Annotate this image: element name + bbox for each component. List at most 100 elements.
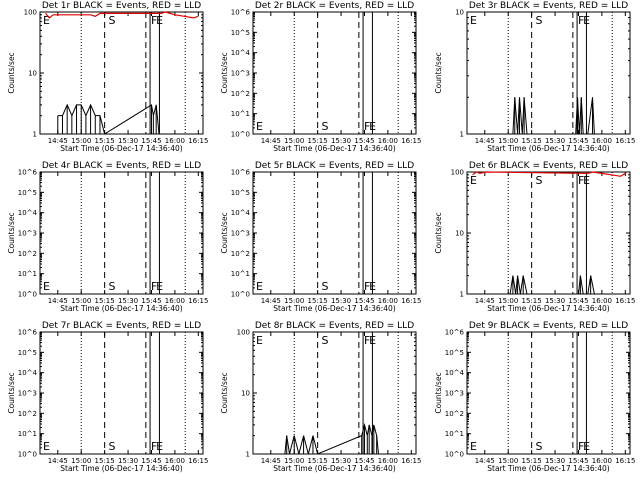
x-tick-label: 16:00 xyxy=(378,297,398,305)
x-tick-label: 14:45 xyxy=(48,297,68,305)
x-tick-label: 15:15 xyxy=(522,297,542,305)
chart-title: Det 6r BLACK = Events, RED = LLD xyxy=(469,161,628,171)
phase-marker: E xyxy=(43,440,50,453)
phase-marker: F xyxy=(364,334,370,347)
phase-marker: F xyxy=(578,14,584,27)
chart-title: Det 2r BLACK = Events, RED = LLD xyxy=(255,1,414,11)
y-tick-label: 10^4 xyxy=(18,369,38,377)
x-axis-label: Start Time (06-Dec-17 14:36:40) xyxy=(60,304,182,313)
phase-marker: S xyxy=(536,174,543,187)
x-tick-label: 15:00 xyxy=(71,137,91,145)
phase-marker: E xyxy=(369,120,376,133)
y-tick-label: 10^6 xyxy=(18,329,38,337)
phase-marker: S xyxy=(109,14,116,27)
x-tick-label: 15:00 xyxy=(71,297,91,305)
y-axis-label: Counts/sec xyxy=(434,372,443,413)
chart-panel-det6: Det 6r BLACK = Events, RED = LLD 1 10 100 Co… xyxy=(434,161,635,313)
x-tick-label: 14:45 xyxy=(48,137,68,145)
x-tick-label: 15:30 xyxy=(545,297,565,305)
x-tick-label: 15:30 xyxy=(118,137,138,145)
x-tick-label: 15:45 xyxy=(354,137,374,145)
x-tick-label: 15:00 xyxy=(284,137,304,145)
x-tick-label: 16:15 xyxy=(188,457,208,465)
x-axis-label: Start Time (06-Dec-17 14:36:40) xyxy=(487,304,609,313)
phase-marker: E xyxy=(156,440,163,453)
phase-marker: F xyxy=(578,440,584,453)
chart-title: Det 3r BLACK = Events, RED = LLD xyxy=(469,1,628,11)
x-tick-label: 15:45 xyxy=(568,137,588,145)
phase-marker: S xyxy=(322,120,329,133)
y-tick-label: 10^4 xyxy=(231,49,251,57)
phase-marker: F xyxy=(151,440,157,453)
chart-title: Det 4r BLACK = Events, RED = LLD xyxy=(42,161,201,171)
x-tick-label: 15:15 xyxy=(95,457,115,465)
y-tick-label: 10^1 xyxy=(18,270,37,278)
x-tick-label: 16:00 xyxy=(592,457,612,465)
chart-panel-det9: Det 9r BLACK = Events, RED = LLD 10^0 10^1… xyxy=(434,321,635,473)
x-tick-label: 15:45 xyxy=(354,297,374,305)
x-tick-label: 16:15 xyxy=(401,457,421,465)
y-tick-label: 10^0 xyxy=(445,451,464,459)
y-tick-label: 10^0 xyxy=(231,291,250,299)
y-tick-label: 10^6 xyxy=(18,169,38,177)
x-tick-label: 16:00 xyxy=(165,137,185,145)
plot-frame xyxy=(252,331,417,455)
phase-marker: E xyxy=(583,174,590,187)
phase-marker: F xyxy=(151,14,157,27)
y-tick-label: 10^5 xyxy=(231,29,250,37)
x-tick-label: 14:45 xyxy=(261,297,281,305)
y-tick-label: 10^5 xyxy=(18,349,37,357)
y-tick-label: 1 xyxy=(460,291,464,299)
x-tick-label: 16:15 xyxy=(401,297,421,305)
x-tick-label: 15:15 xyxy=(308,457,328,465)
chart-title: Det 1r BLACK = Events, RED = LLD xyxy=(42,1,201,11)
events-series-line xyxy=(509,275,595,295)
x-tick-label: 15:30 xyxy=(545,137,565,145)
y-axis-label: Counts/sec xyxy=(220,212,229,253)
x-tick-label: 16:15 xyxy=(188,297,208,305)
chart-panel-det3: Det 3r BLACK = Events, RED = LLD 1 10 Count… xyxy=(434,1,635,153)
y-tick-label: 10^1 xyxy=(18,430,37,438)
y-tick-label: 100 xyxy=(24,9,37,17)
phase-marker: E xyxy=(583,440,590,453)
x-axis-label: Start Time (06-Dec-17 14:36:40) xyxy=(487,464,609,473)
phase-marker: E xyxy=(156,14,163,27)
x-tick-label: 15:30 xyxy=(545,457,565,465)
y-tick-label: 10^4 xyxy=(18,209,38,217)
chart-panel-det8: Det 8r BLACK = Events, RED = LLD 1 10 100 Co… xyxy=(220,321,421,473)
x-tick-label: 15:45 xyxy=(568,457,588,465)
x-tick-label: 16:15 xyxy=(188,137,208,145)
y-tick-label: 10^3 xyxy=(231,70,250,78)
y-axis-label: Counts/sec xyxy=(434,212,443,253)
x-axis-label: Start Time (06-Dec-17 14:36:40) xyxy=(487,144,609,153)
phase-marker: S xyxy=(109,440,116,453)
x-tick-label: 14:45 xyxy=(475,137,495,145)
y-tick-label: 10^2 xyxy=(445,410,464,418)
x-tick-label: 16:15 xyxy=(615,137,635,145)
x-tick-label: 15:45 xyxy=(568,297,588,305)
phase-marker: E xyxy=(470,440,477,453)
y-tick-label: 10 xyxy=(241,390,250,398)
x-tick-label: 15:15 xyxy=(522,137,542,145)
y-tick-label: 10^3 xyxy=(231,230,250,238)
phase-marker: S xyxy=(109,280,116,293)
plot-frame xyxy=(39,11,204,135)
plot-frame xyxy=(466,331,631,455)
lld-series-line xyxy=(472,171,626,177)
y-tick-label: 10 xyxy=(455,9,464,17)
x-tick-label: 14:45 xyxy=(48,457,68,465)
x-tick-label: 15:00 xyxy=(498,457,518,465)
y-tick-label: 10^0 xyxy=(18,451,37,459)
x-tick-label: 15:00 xyxy=(71,457,91,465)
x-tick-label: 14:45 xyxy=(261,137,281,145)
y-tick-label: 10^4 xyxy=(445,369,465,377)
y-tick-label: 10^5 xyxy=(231,189,250,197)
phase-marker: S xyxy=(322,334,329,347)
x-tick-label: 16:00 xyxy=(165,457,185,465)
x-tick-label: 15:30 xyxy=(331,297,351,305)
chart-title: Det 8r BLACK = Events, RED = LLD xyxy=(255,321,414,331)
x-tick-label: 16:15 xyxy=(615,457,635,465)
x-tick-label: 16:15 xyxy=(401,137,421,145)
x-tick-label: 14:45 xyxy=(475,297,495,305)
x-tick-label: 15:15 xyxy=(522,457,542,465)
